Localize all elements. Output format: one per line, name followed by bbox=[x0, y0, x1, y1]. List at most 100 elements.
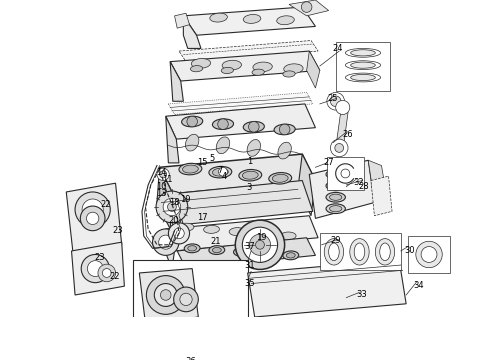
Ellipse shape bbox=[284, 64, 303, 73]
Ellipse shape bbox=[351, 75, 375, 81]
Ellipse shape bbox=[274, 124, 295, 135]
Ellipse shape bbox=[326, 204, 345, 213]
Ellipse shape bbox=[229, 228, 245, 235]
Polygon shape bbox=[72, 242, 124, 295]
Ellipse shape bbox=[222, 60, 242, 70]
Ellipse shape bbox=[351, 50, 375, 56]
Circle shape bbox=[184, 349, 195, 359]
Ellipse shape bbox=[330, 194, 342, 200]
Ellipse shape bbox=[188, 246, 196, 251]
Circle shape bbox=[157, 168, 169, 180]
Text: 1: 1 bbox=[247, 157, 252, 166]
Polygon shape bbox=[309, 160, 374, 219]
Ellipse shape bbox=[213, 247, 221, 253]
Text: 29: 29 bbox=[330, 236, 341, 245]
Ellipse shape bbox=[182, 165, 198, 173]
Polygon shape bbox=[368, 160, 389, 207]
Polygon shape bbox=[157, 167, 173, 229]
Circle shape bbox=[301, 2, 312, 12]
Circle shape bbox=[219, 167, 227, 176]
Ellipse shape bbox=[262, 251, 270, 256]
Text: 14: 14 bbox=[156, 168, 167, 177]
Ellipse shape bbox=[350, 239, 369, 265]
Circle shape bbox=[243, 227, 277, 262]
Circle shape bbox=[82, 199, 103, 220]
Ellipse shape bbox=[213, 168, 228, 176]
Circle shape bbox=[173, 228, 184, 239]
Polygon shape bbox=[183, 7, 316, 35]
Ellipse shape bbox=[182, 116, 203, 127]
Text: 32: 32 bbox=[353, 178, 364, 187]
Circle shape bbox=[327, 93, 344, 110]
Circle shape bbox=[248, 122, 259, 132]
Circle shape bbox=[80, 206, 105, 231]
Text: 10: 10 bbox=[156, 182, 167, 191]
Ellipse shape bbox=[375, 239, 394, 265]
Ellipse shape bbox=[255, 230, 270, 238]
Ellipse shape bbox=[354, 243, 365, 261]
Text: 36: 36 bbox=[185, 356, 196, 360]
Ellipse shape bbox=[330, 206, 342, 212]
Circle shape bbox=[336, 100, 350, 114]
Text: 24: 24 bbox=[332, 44, 343, 53]
Text: 20: 20 bbox=[169, 216, 179, 225]
Circle shape bbox=[169, 223, 190, 244]
Text: 34: 34 bbox=[413, 281, 424, 290]
Polygon shape bbox=[183, 16, 201, 49]
Polygon shape bbox=[66, 183, 122, 255]
Ellipse shape bbox=[209, 166, 232, 178]
Polygon shape bbox=[170, 62, 183, 101]
Ellipse shape bbox=[345, 49, 381, 57]
Text: 22: 22 bbox=[109, 272, 120, 281]
Text: 33: 33 bbox=[356, 289, 367, 298]
Ellipse shape bbox=[243, 171, 258, 179]
Polygon shape bbox=[166, 216, 318, 251]
Ellipse shape bbox=[286, 253, 295, 258]
Text: 30: 30 bbox=[404, 246, 415, 255]
Text: 23: 23 bbox=[95, 253, 105, 262]
Polygon shape bbox=[289, 0, 329, 16]
Polygon shape bbox=[166, 104, 316, 139]
Ellipse shape bbox=[221, 67, 234, 73]
Ellipse shape bbox=[239, 170, 262, 181]
Ellipse shape bbox=[329, 243, 339, 261]
Text: 23: 23 bbox=[112, 226, 122, 235]
Circle shape bbox=[173, 287, 198, 312]
Circle shape bbox=[218, 119, 228, 130]
Circle shape bbox=[341, 169, 350, 178]
Circle shape bbox=[249, 234, 270, 255]
Text: 21: 21 bbox=[211, 237, 221, 246]
Ellipse shape bbox=[351, 62, 375, 68]
Text: 3: 3 bbox=[247, 183, 252, 192]
Ellipse shape bbox=[280, 232, 296, 240]
Bar bbox=[327, 157, 364, 190]
Text: 19: 19 bbox=[180, 195, 191, 204]
Text: 37: 37 bbox=[244, 242, 255, 251]
Ellipse shape bbox=[191, 59, 211, 68]
Circle shape bbox=[147, 276, 185, 314]
Ellipse shape bbox=[253, 62, 272, 72]
Ellipse shape bbox=[243, 121, 265, 132]
Text: 19: 19 bbox=[256, 233, 267, 242]
Bar bbox=[336, 42, 391, 91]
Circle shape bbox=[81, 255, 109, 283]
Text: 35: 35 bbox=[244, 279, 255, 288]
Ellipse shape bbox=[269, 172, 292, 184]
Ellipse shape bbox=[209, 246, 225, 255]
Circle shape bbox=[75, 192, 110, 227]
Ellipse shape bbox=[272, 174, 288, 182]
Polygon shape bbox=[336, 104, 348, 152]
Ellipse shape bbox=[330, 183, 342, 189]
Polygon shape bbox=[166, 116, 179, 163]
Circle shape bbox=[235, 220, 285, 269]
Polygon shape bbox=[247, 260, 406, 317]
Ellipse shape bbox=[179, 163, 202, 175]
Text: 4: 4 bbox=[222, 172, 227, 181]
Circle shape bbox=[160, 171, 167, 178]
Text: 5: 5 bbox=[209, 154, 214, 163]
Bar bbox=[320, 233, 401, 270]
Ellipse shape bbox=[213, 119, 234, 130]
Circle shape bbox=[87, 212, 99, 225]
Text: 26: 26 bbox=[343, 130, 353, 139]
Circle shape bbox=[330, 139, 348, 157]
